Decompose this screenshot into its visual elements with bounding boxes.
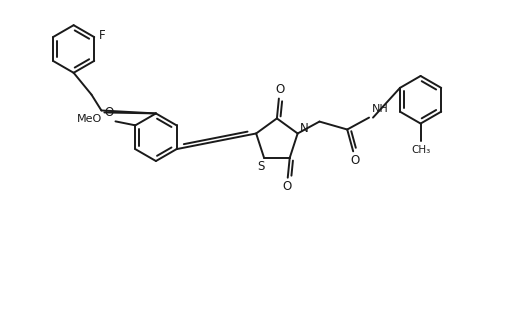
Text: MeO: MeO [77,115,103,124]
Text: N: N [300,122,309,135]
Text: O: O [104,106,113,119]
Text: O: O [350,154,360,167]
Text: CH₃: CH₃ [411,145,430,155]
Text: O: O [282,180,292,193]
Text: O: O [275,83,285,96]
Text: NH: NH [372,104,389,114]
Text: S: S [258,160,265,173]
Text: F: F [99,29,105,42]
